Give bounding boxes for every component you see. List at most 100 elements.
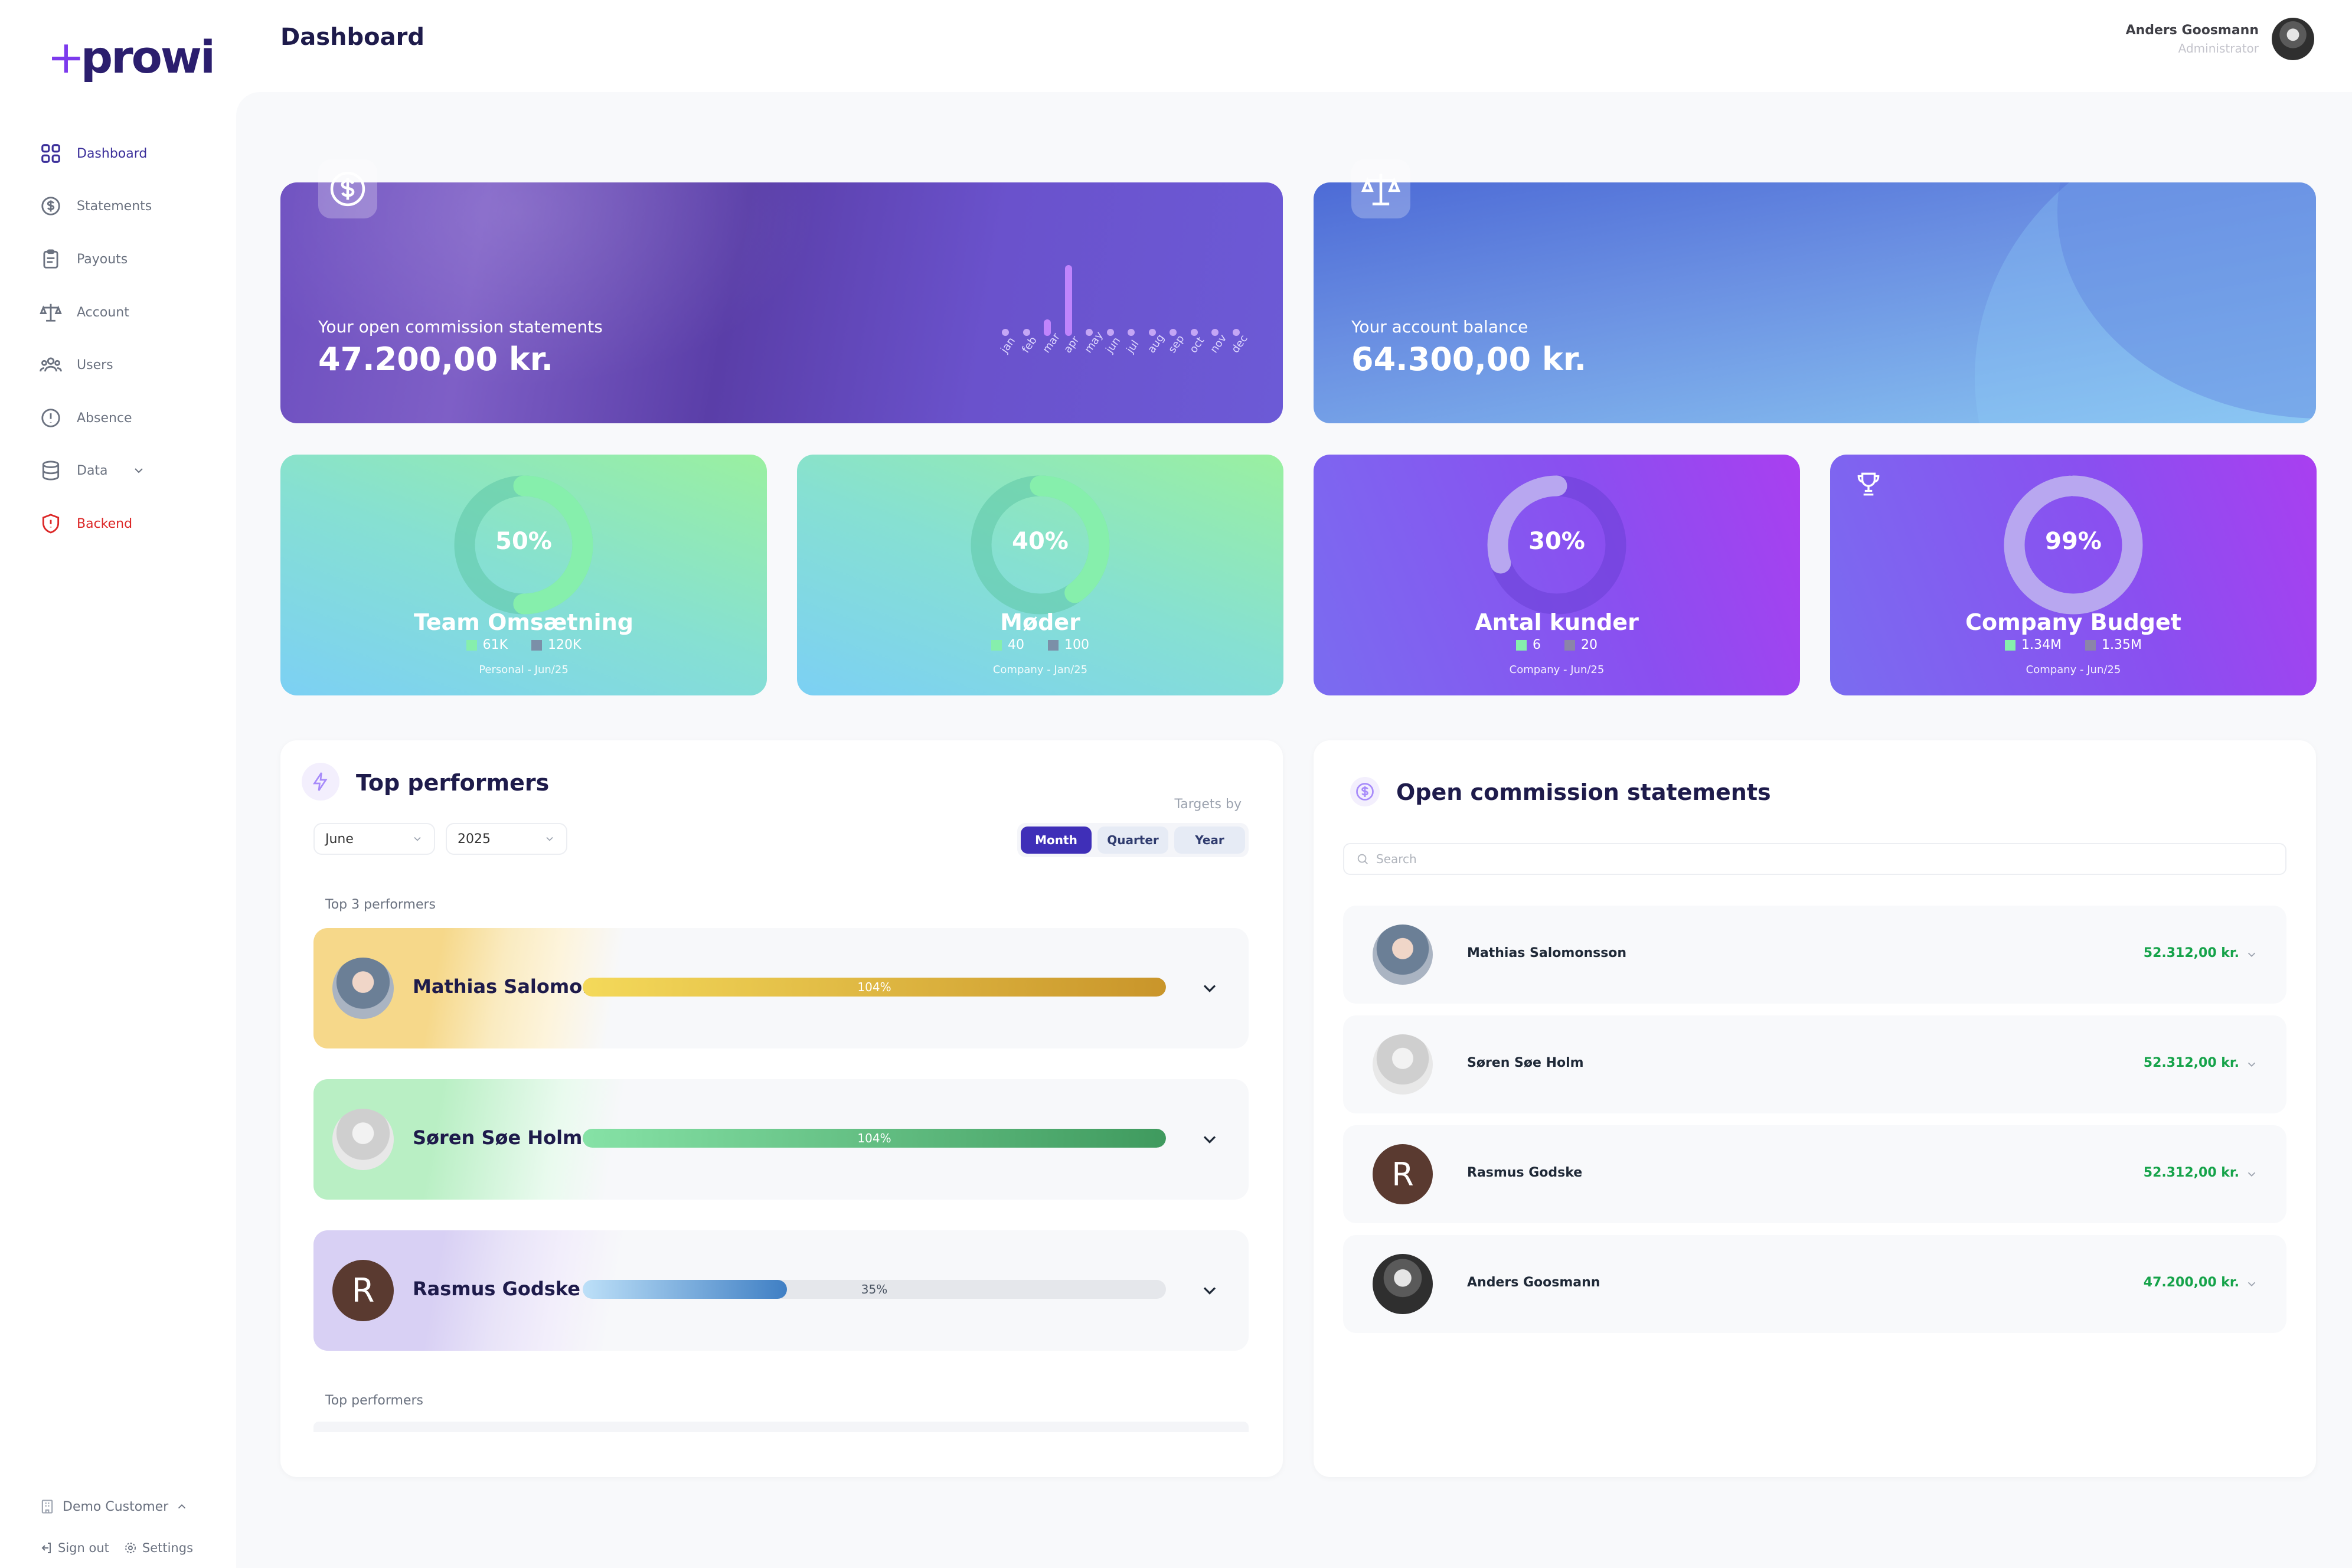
logo[interactable]: +prowi [47, 31, 215, 83]
commission-card[interactable]: Your open commission statements 47.200,0… [280, 182, 1283, 423]
avatar [1373, 1254, 1433, 1314]
sidebar-item-label: Dashboard [77, 146, 148, 161]
legend-swatch-actual [991, 639, 1002, 651]
legend-swatch-target [2085, 639, 2096, 651]
period-year-button[interactable]: Year [1174, 827, 1245, 854]
month-select-value: June [325, 831, 354, 847]
sidebar-item-absence[interactable]: Absence [39, 400, 216, 436]
period-quarter-button[interactable]: Quarter [1097, 827, 1168, 854]
sidebar-item-data[interactable]: Data [39, 453, 216, 488]
users-icon [39, 353, 63, 377]
sign-out-link[interactable]: Sign out [58, 1541, 109, 1555]
year-select[interactable]: 2025 [446, 823, 567, 855]
legend-swatch-actual [1516, 639, 1527, 651]
progress-label: 35% [861, 1282, 888, 1296]
user-menu[interactable]: Anders Goosmann Administrator [2126, 18, 2314, 60]
page-title: Dashboard [280, 24, 424, 51]
chart-point-oct [1190, 329, 1198, 336]
sidebar-item-dashboard[interactable]: Dashboard [39, 136, 216, 171]
settings-link[interactable]: Settings [142, 1541, 194, 1555]
chevron-down-icon[interactable] [2245, 1278, 2258, 1291]
avatar[interactable] [2272, 18, 2314, 60]
card-decoration [1975, 182, 2316, 423]
chart-point-jun [1106, 329, 1114, 336]
stat-percent: 50% [495, 528, 552, 555]
balance-value: 64.300,00 kr. [1351, 341, 1587, 378]
legend-target: 20 [1581, 638, 1598, 652]
balance-card[interactable]: Your account balance 64.300,00 kr. [1314, 182, 2316, 423]
legend-target: 120K [548, 638, 582, 652]
stat-card-company-budget[interactable]: 99% Company Budget 1.34M 1.35M Company - … [1830, 455, 2317, 695]
performer-row[interactable]: Søren Søe Holm 104% [313, 1079, 1249, 1200]
search-icon [1357, 854, 1368, 864]
chart-tick-label-aug: aug [1145, 332, 1167, 356]
sidebar-item-label: Absence [77, 410, 132, 426]
chevron-up-icon [178, 1504, 186, 1509]
targets-by-label: Targets by [1174, 797, 1242, 812]
chart-point-dec [1232, 329, 1240, 336]
scale-icon [39, 300, 63, 324]
stat-subtitle: Company - Jun/25 [2026, 664, 2121, 676]
avatar-initial: R [1391, 1155, 1414, 1193]
chevron-down-icon[interactable] [2245, 1058, 2258, 1071]
stat-legend: 6 20 [1314, 638, 1800, 652]
stat-card-moder[interactable]: 40% Møder 40 100 Company - Jan/25 [797, 455, 1283, 695]
trophy-icon [1857, 472, 1880, 496]
stat-card-antal-kunder[interactable]: 30% Antal kunder 6 20 Company - Jun/25 [1314, 455, 1800, 695]
list-item[interactable]: R Rasmus Godske 52.312,00 kr. [1343, 1125, 2286, 1223]
progress-bar-fill [583, 1129, 1166, 1148]
progress-ring [454, 475, 593, 615]
list-item[interactable]: Søren Søe Holm 52.312,00 kr. [1343, 1015, 2286, 1113]
sidebar-item-account[interactable]: Account [39, 295, 216, 330]
performer-row[interactable]: R Rasmus Godske 35% [313, 1230, 1249, 1351]
dollar-icon [318, 159, 377, 218]
building-icon [41, 1500, 53, 1514]
progress-bar: 104% [583, 1129, 1166, 1148]
grid-icon [39, 142, 63, 165]
top-performers-list-label: Top performers [325, 1393, 423, 1408]
avatar [332, 1109, 394, 1170]
stat-percent: 99% [2045, 528, 2102, 555]
performer-name: Rasmus Godske [413, 1278, 580, 1300]
stat-legend: 40 100 [797, 638, 1283, 652]
month-select[interactable]: June [313, 823, 435, 855]
chevron-down-icon[interactable] [2245, 948, 2258, 961]
sign-out-icon [41, 1543, 51, 1553]
sidebar-item-backend[interactable]: Backend [39, 506, 216, 541]
stat-card-team-omsaetning[interactable]: 50% Team Omsætning 61K 120K Personal - Ju… [280, 455, 767, 695]
stat-title: Antal kunder [1475, 609, 1639, 635]
sidebar-item-statements[interactable]: Statements [39, 188, 216, 224]
progress-bar-fill [583, 978, 1166, 997]
legend-swatch-target [531, 639, 542, 651]
list-item[interactable]: Anders Goosmann 47.200,00 kr. [1343, 1235, 2286, 1333]
chart-tick-label-jun: jun [1103, 335, 1123, 356]
chevron-down-icon[interactable] [1199, 1129, 1220, 1150]
chart-point-nov [1211, 329, 1219, 336]
chevron-down-icon[interactable] [1199, 1280, 1220, 1301]
period-month-button[interactable]: Month [1021, 827, 1092, 854]
legend-swatch-actual [466, 639, 477, 651]
chart-tick-label-jan: jan [998, 335, 1018, 356]
statement-amount: 47.200,00 kr. [2143, 1275, 2239, 1290]
chart-tick-label-sep: sep [1166, 332, 1187, 356]
list-item[interactable]: Mathias Salomonsson 52.312,00 kr. [1343, 906, 2286, 1004]
clipboard-icon [39, 247, 63, 271]
chevron-down-icon[interactable] [132, 463, 146, 478]
progress-ring [971, 475, 1110, 615]
sidebar-item-label: Payouts [77, 251, 128, 267]
performer-row[interactable]: Mathias Salomo... 104% [313, 928, 1249, 1048]
stat-subtitle: Company - Jan/25 [992, 664, 1088, 676]
panel-title: Open commission statements [1396, 779, 1771, 805]
customer-switcher[interactable]: Demo Customer [39, 1498, 188, 1515]
avatar: R [1373, 1144, 1433, 1204]
sidebar-item-payouts[interactable]: Payouts [39, 241, 216, 277]
chevron-down-icon[interactable] [2245, 1168, 2258, 1181]
search-input[interactable]: Search [1343, 843, 2286, 875]
stat-title: Møder [1000, 609, 1080, 635]
shield-icon [39, 512, 63, 535]
avatar [1373, 1034, 1433, 1095]
sidebar-item-users[interactable]: Users [39, 347, 216, 383]
chevron-down-icon[interactable] [1199, 978, 1220, 999]
lightning-icon [302, 763, 339, 801]
